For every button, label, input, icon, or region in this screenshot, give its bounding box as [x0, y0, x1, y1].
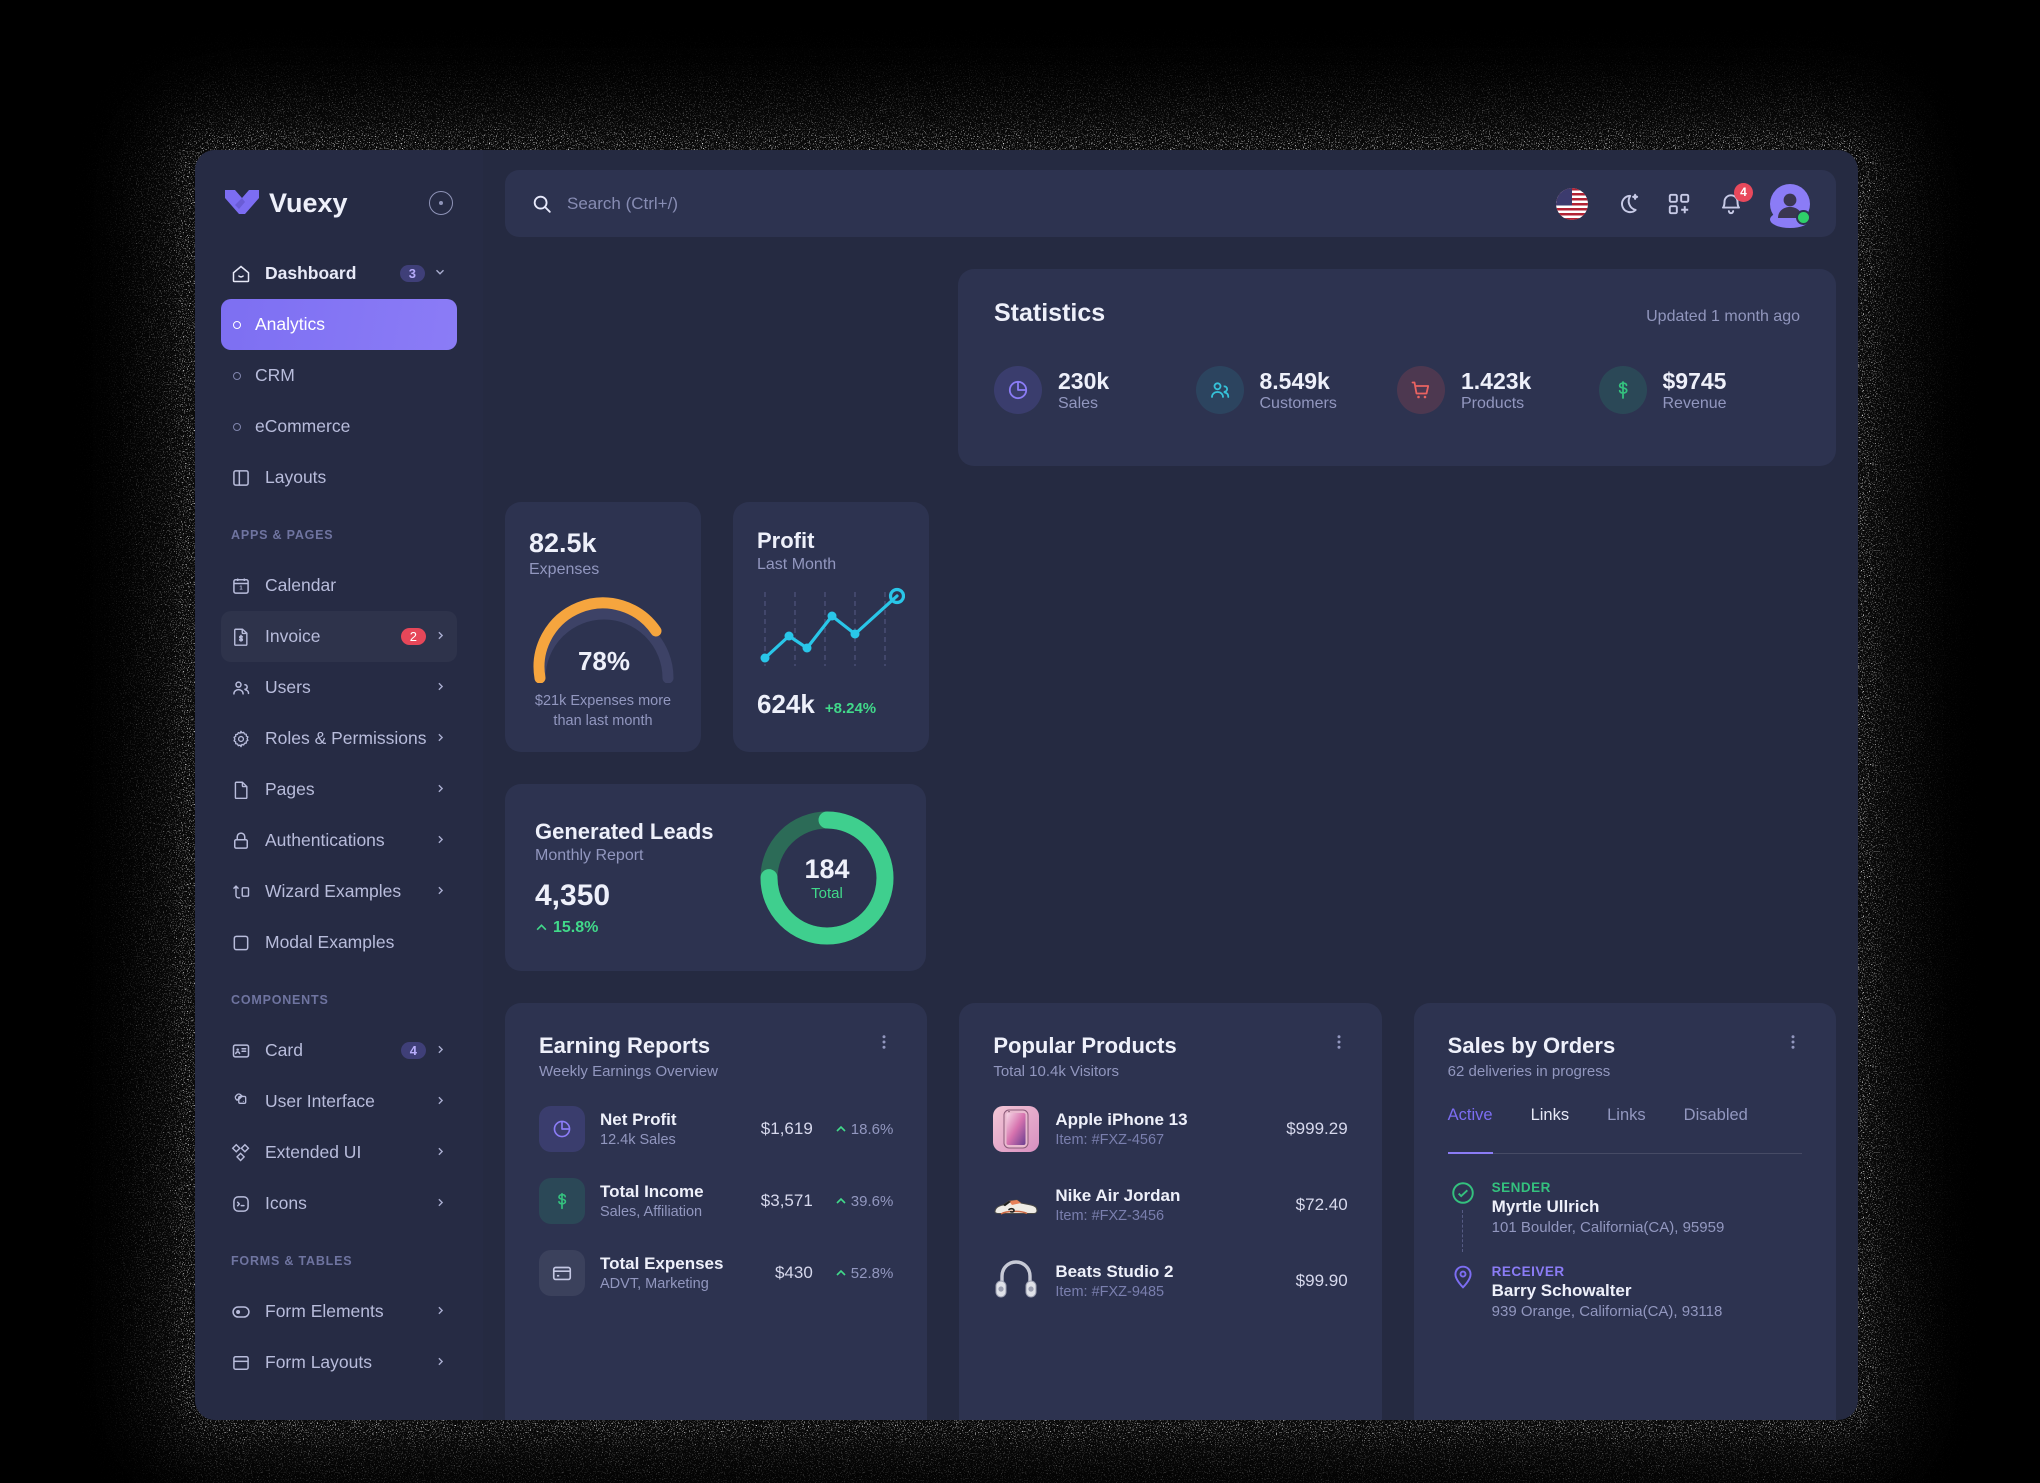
- svg-text:1: 1: [239, 585, 243, 591]
